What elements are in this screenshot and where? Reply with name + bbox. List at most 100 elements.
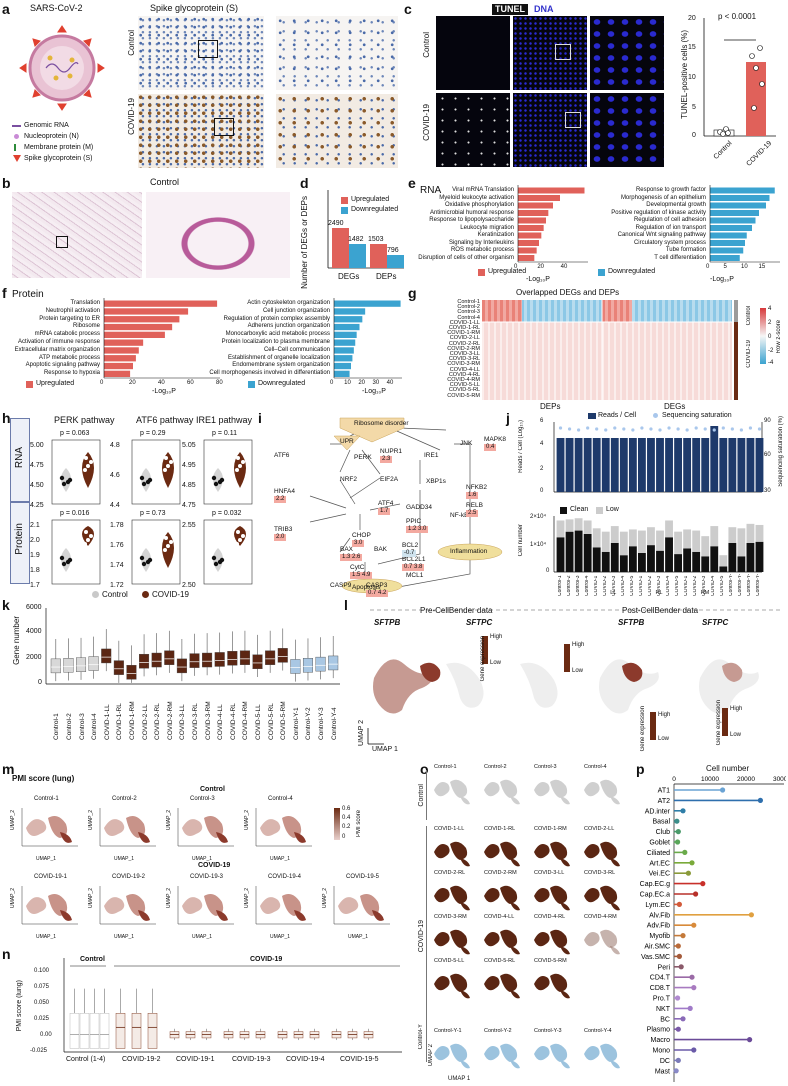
h-row-rna: RNA	[10, 418, 30, 502]
e-up-chart: Viral mRNA Translation Myeloid leukocyte …	[418, 183, 608, 277]
enrichment-bar	[710, 255, 740, 261]
pathway-value-bcl2l1: 0.7 3.8	[402, 564, 425, 571]
p-lollipop-dot	[687, 1005, 693, 1011]
violin-pvalue: p = 0.032	[212, 510, 242, 517]
j-sample-label: Control-Y-2	[738, 574, 744, 596]
i-pathway-diagram	[309, 417, 503, 594]
m-ylabel: UMAP_2	[244, 888, 250, 909]
pmi-box	[147, 1013, 158, 1049]
k-sample-label: Control-Y-2	[305, 707, 313, 740]
term-label: Protein localization to plasma membrane	[221, 339, 330, 345]
j-sample-label: Control-Y-1	[729, 574, 735, 596]
enrichment-bar	[104, 316, 180, 323]
l-gene-sftpc-post: SFTPC	[702, 618, 729, 627]
enrichment-bar	[710, 232, 747, 239]
clean-bar	[665, 537, 673, 572]
panel-label-f: f	[2, 285, 7, 301]
virus-legend: Genomic RNA Nucleoprotein (N) Membrane p…	[12, 122, 112, 163]
o-umap-title: Control-Y-2	[484, 1028, 512, 1034]
o-umap-title: COVID-3-RL	[584, 870, 616, 876]
e-xlabel: -Log₁₀P	[526, 276, 550, 283]
panel-label-n: n	[2, 946, 11, 962]
j-ytick: 6	[540, 418, 544, 424]
ihc-covid-zoom	[276, 94, 398, 168]
clean-bar	[610, 542, 619, 572]
term-label: Activation of immune response	[17, 339, 100, 345]
e-rna-title: RNA	[420, 185, 442, 196]
o-umap-title: Control-Y-4	[584, 1028, 612, 1034]
o-umap-title: COVID-2-RM	[484, 870, 517, 876]
saturation-point	[558, 426, 563, 430]
k-ytick: 6000	[26, 604, 42, 611]
o-umap-title: Control-1	[434, 764, 457, 770]
term-label: Oxidative phosphorylation	[444, 202, 514, 208]
enrichment-bar	[334, 370, 350, 377]
n-xlabel: COVID-19-2	[122, 1056, 161, 1063]
pathway-node-mapk8: MAPK8	[484, 436, 507, 443]
reads-bar	[692, 438, 701, 492]
enrichment-bar	[518, 232, 542, 239]
bar-label: 796	[387, 247, 399, 254]
g-scale-tick: 0	[768, 334, 772, 340]
violin-ytick: 5.05	[182, 442, 196, 449]
m-umap-title: COVID-19-4	[268, 874, 302, 880]
gene-number-box	[265, 650, 276, 665]
panel-label-b: b	[2, 175, 11, 191]
p-cell-label: Mono	[652, 1048, 670, 1055]
bar-label: 1482	[348, 236, 364, 243]
j-sample-label: COVID-2	[602, 575, 608, 596]
virus-title: SARS-CoV-2	[30, 3, 83, 13]
tunel-ytick: 15	[688, 44, 696, 51]
violin-ytick: 1.74	[110, 562, 124, 569]
bar-degs-up	[332, 228, 349, 268]
o-umap-title: COVID-4-RL	[534, 914, 566, 920]
gene-number-box	[126, 665, 137, 680]
low-bar	[556, 520, 565, 538]
saturation-point	[631, 428, 635, 432]
m-umap-title: COVID-19-2	[112, 874, 146, 880]
pathway-node-apoptosis: Apoptosis	[352, 584, 381, 591]
pathway-node-ire1: IRE1	[424, 452, 439, 459]
n-xlabel: COVID-19-1	[176, 1056, 215, 1063]
enrichment-bar	[104, 331, 165, 338]
pathway-node-mcl1: MCL1	[406, 572, 424, 579]
k-sample-label: COVID-2-RL	[154, 703, 162, 740]
o-umap-plot	[584, 885, 620, 911]
pathway-node-hnfa4: HNFA4	[274, 488, 295, 495]
pathway-node-ribosome: Ribosome disorder	[354, 420, 409, 427]
term-label: Circulatory system process	[633, 239, 706, 246]
m-umap-plot	[255, 808, 312, 847]
o-umap-plot	[534, 841, 570, 867]
violin-ytick: 4.25	[30, 502, 44, 509]
n-xlabel: Control (1-4)	[66, 1056, 106, 1063]
heatmap-sample-label: Control-4	[457, 314, 480, 321]
axis-tick: 40	[560, 264, 568, 270]
h-violin-plots: p = 0.063 5.00 4.75 4.50 4.25 p = 0.29 4.8 4.6 4…	[30, 428, 256, 589]
l-post-title: Post-CellBender data	[622, 606, 699, 615]
g-color-scale	[760, 308, 766, 364]
m-umap-plot	[333, 886, 390, 925]
j-ytick: 1×10⁴	[530, 542, 547, 548]
m-control-title: Control	[200, 786, 225, 793]
enrichment-bar	[518, 240, 539, 246]
legend-upregulated: Upregulated	[341, 196, 389, 204]
pathway-value-nupr1: 2.3	[380, 456, 393, 463]
o-umap-title: Control-4	[584, 764, 607, 770]
enrichment-bar	[518, 202, 553, 209]
l-low: Low	[572, 668, 584, 674]
violin-pvalue: p = 0.016	[60, 510, 90, 517]
k-sample-label: COVID-1-LL	[103, 704, 111, 740]
clean-bar	[601, 551, 610, 572]
gene-number-box	[302, 658, 313, 673]
o-umap-grid: Control-1 Control-2 Control-3 Control-4 COVI…	[430, 764, 630, 1072]
o-umap-plot	[434, 779, 470, 805]
tunel-zoom-box	[565, 112, 581, 128]
term-label: Endomembrane system organization	[232, 362, 330, 369]
heatmap-sample-label: COVID-5-RL	[448, 387, 480, 394]
term-label: Disruption of cells of other organism	[418, 254, 514, 261]
heatmap-sample-label: COVID-4-LL	[449, 366, 480, 373]
n-pmi-boxplot	[63, 958, 402, 1053]
low-bar	[592, 528, 601, 548]
low-bar	[628, 529, 637, 547]
enrichment-bar	[334, 362, 351, 370]
